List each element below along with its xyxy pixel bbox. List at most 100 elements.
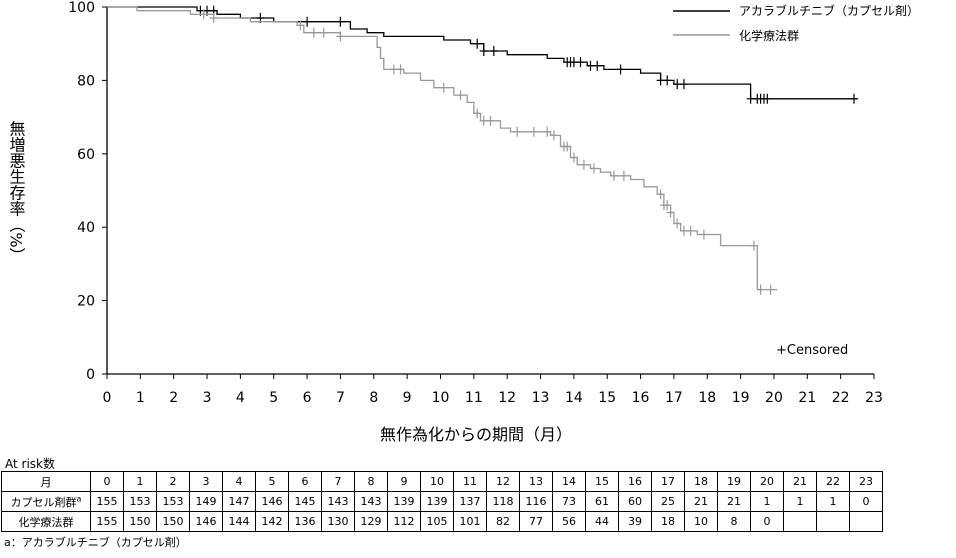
at-risk-count: 155 <box>90 491 124 512</box>
at-risk-row-label: 化学療法群 <box>1 511 91 532</box>
axes: 0 1 2 3 4 5 6 7 8 9 10 11 12 13 14 15 16 17 18 19 20 21 22 2302… <box>68 0 883 406</box>
at-risk-month: 13 <box>519 471 553 492</box>
x-axis-title: 無作為化からの期間（月） <box>380 425 572 444</box>
censor-mark <box>686 225 695 236</box>
at-risk-count: 8 <box>717 511 751 532</box>
censor-mark <box>513 126 522 137</box>
at-risk-month: 10 <box>420 471 454 492</box>
at-risk-count: 77 <box>519 511 553 532</box>
censor-mark <box>593 60 602 71</box>
x-tick-label: 20 <box>765 390 783 406</box>
censor-mark <box>309 27 318 38</box>
censor-mark <box>850 93 858 104</box>
censor-mark <box>303 16 312 27</box>
at-risk-month: 15 <box>585 471 619 492</box>
x-tick-label: 8 <box>369 390 378 406</box>
at-risk-count: 39 <box>618 511 652 532</box>
y-tick-label: 0 <box>86 367 95 383</box>
x-tick-label: 22 <box>832 390 850 406</box>
at-risk-count: 61 <box>585 491 619 512</box>
at-risk-count: 25 <box>651 491 685 512</box>
censored-note: +Censored <box>776 343 848 358</box>
at-risk-month: 14 <box>552 471 586 492</box>
censor-mark <box>319 27 328 38</box>
at-risk-count: 10 <box>684 511 718 532</box>
censor-mark <box>543 126 552 137</box>
at-risk-count: 116 <box>519 491 553 512</box>
at-risk-count: 137 <box>453 491 487 512</box>
x-tick-label: 2 <box>169 390 178 406</box>
x-tick-label: 21 <box>798 390 816 406</box>
at-risk-count: 149 <box>189 491 223 512</box>
x-tick-label: 17 <box>665 390 683 406</box>
x-tick-label: 18 <box>698 390 716 406</box>
footnote: a：アカラブルチニブ（カプセル剤） <box>4 536 187 549</box>
censor-mark <box>336 31 345 42</box>
y-tick-label: 40 <box>77 220 95 236</box>
x-tick-label: 16 <box>632 390 650 406</box>
survival-curve <box>107 6 858 100</box>
at-risk-count: 142 <box>255 511 289 532</box>
series-layer <box>107 5 858 295</box>
x-tick-label: 5 <box>269 390 278 406</box>
at-risk-month: 2 <box>156 471 190 492</box>
censor-mark <box>576 57 585 68</box>
censor-mark <box>473 38 482 49</box>
at-risk-month: 4 <box>222 471 256 492</box>
censor-mark <box>663 200 672 211</box>
x-tick-label: 6 <box>303 390 312 406</box>
at-risk-count <box>849 511 883 532</box>
at-risk-month: 9 <box>387 471 421 492</box>
at-risk-count: 146 <box>255 491 289 512</box>
at-risk-count: 60 <box>618 491 652 512</box>
x-tick-label: 3 <box>203 390 212 406</box>
at-risk-count: 130 <box>321 511 355 532</box>
at-risk-month: 17 <box>651 471 685 492</box>
at-risk-count: 21 <box>684 491 718 512</box>
at-risk-month: 12 <box>486 471 520 492</box>
at-risk-count: 150 <box>123 511 157 532</box>
at-risk-month: 19 <box>717 471 751 492</box>
at-risk-row-label: カプセル剤群a <box>1 491 91 512</box>
at-risk-title: At risk数 <box>5 457 55 471</box>
at-risk-header-label: 月 <box>1 471 91 492</box>
at-risk-row: カプセル剤群a 155 153 153 149 147 146 145 143 143 139 139… <box>1 491 883 512</box>
censor-mark <box>666 207 675 218</box>
censor-mark <box>609 170 618 181</box>
at-risk-count: 0 <box>849 491 883 512</box>
at-risk-month: 8 <box>354 471 388 492</box>
at-risk-count: 112 <box>387 511 421 532</box>
at-risk-month: 23 <box>849 471 883 492</box>
censor-mark <box>673 79 682 90</box>
censor-mark <box>656 189 665 200</box>
censor-mark <box>296 20 305 31</box>
censor-mark <box>456 90 465 101</box>
censor-mark <box>439 82 448 93</box>
censor-mark <box>486 115 495 126</box>
censor-mark <box>673 218 682 229</box>
at-risk-month: 22 <box>816 471 850 492</box>
at-risk-section: At risk数 月 0 1 2 3 4 5 6 7 8 9 10 11 12 13 14 15 16 17 18 19… <box>0 457 956 550</box>
at-risk-row: 化学療法群 155 150 150 146 144 142 136 130 129 112 105 10… <box>1 511 883 532</box>
at-risk-count: 143 <box>321 491 355 512</box>
legend-label-acalabrutinib: アカラブルチニブ（カプセル剤） <box>739 3 919 18</box>
at-risk-count: 139 <box>420 491 454 512</box>
at-risk-count: 136 <box>288 511 322 532</box>
at-risk-count: 1 <box>750 491 784 512</box>
censor-mark <box>389 64 398 75</box>
at-risk-count: 56 <box>552 511 586 532</box>
censor-mark <box>199 9 208 20</box>
censor-mark <box>489 46 498 56</box>
at-risk-count: 145 <box>288 491 322 512</box>
x-tick-label: 0 <box>103 390 112 406</box>
x-tick-label: 14 <box>565 390 583 406</box>
censor-mark <box>766 284 775 295</box>
at-risk-count: 82 <box>486 511 520 532</box>
at-risk-count: 155 <box>90 511 124 532</box>
at-risk-count: 105 <box>420 511 454 532</box>
y-tick-label: 100 <box>68 0 95 16</box>
at-risk-count: 143 <box>354 491 388 512</box>
censor-mark <box>479 46 488 56</box>
at-risk-count: 139 <box>387 491 421 512</box>
at-risk-month: 1 <box>123 471 157 492</box>
